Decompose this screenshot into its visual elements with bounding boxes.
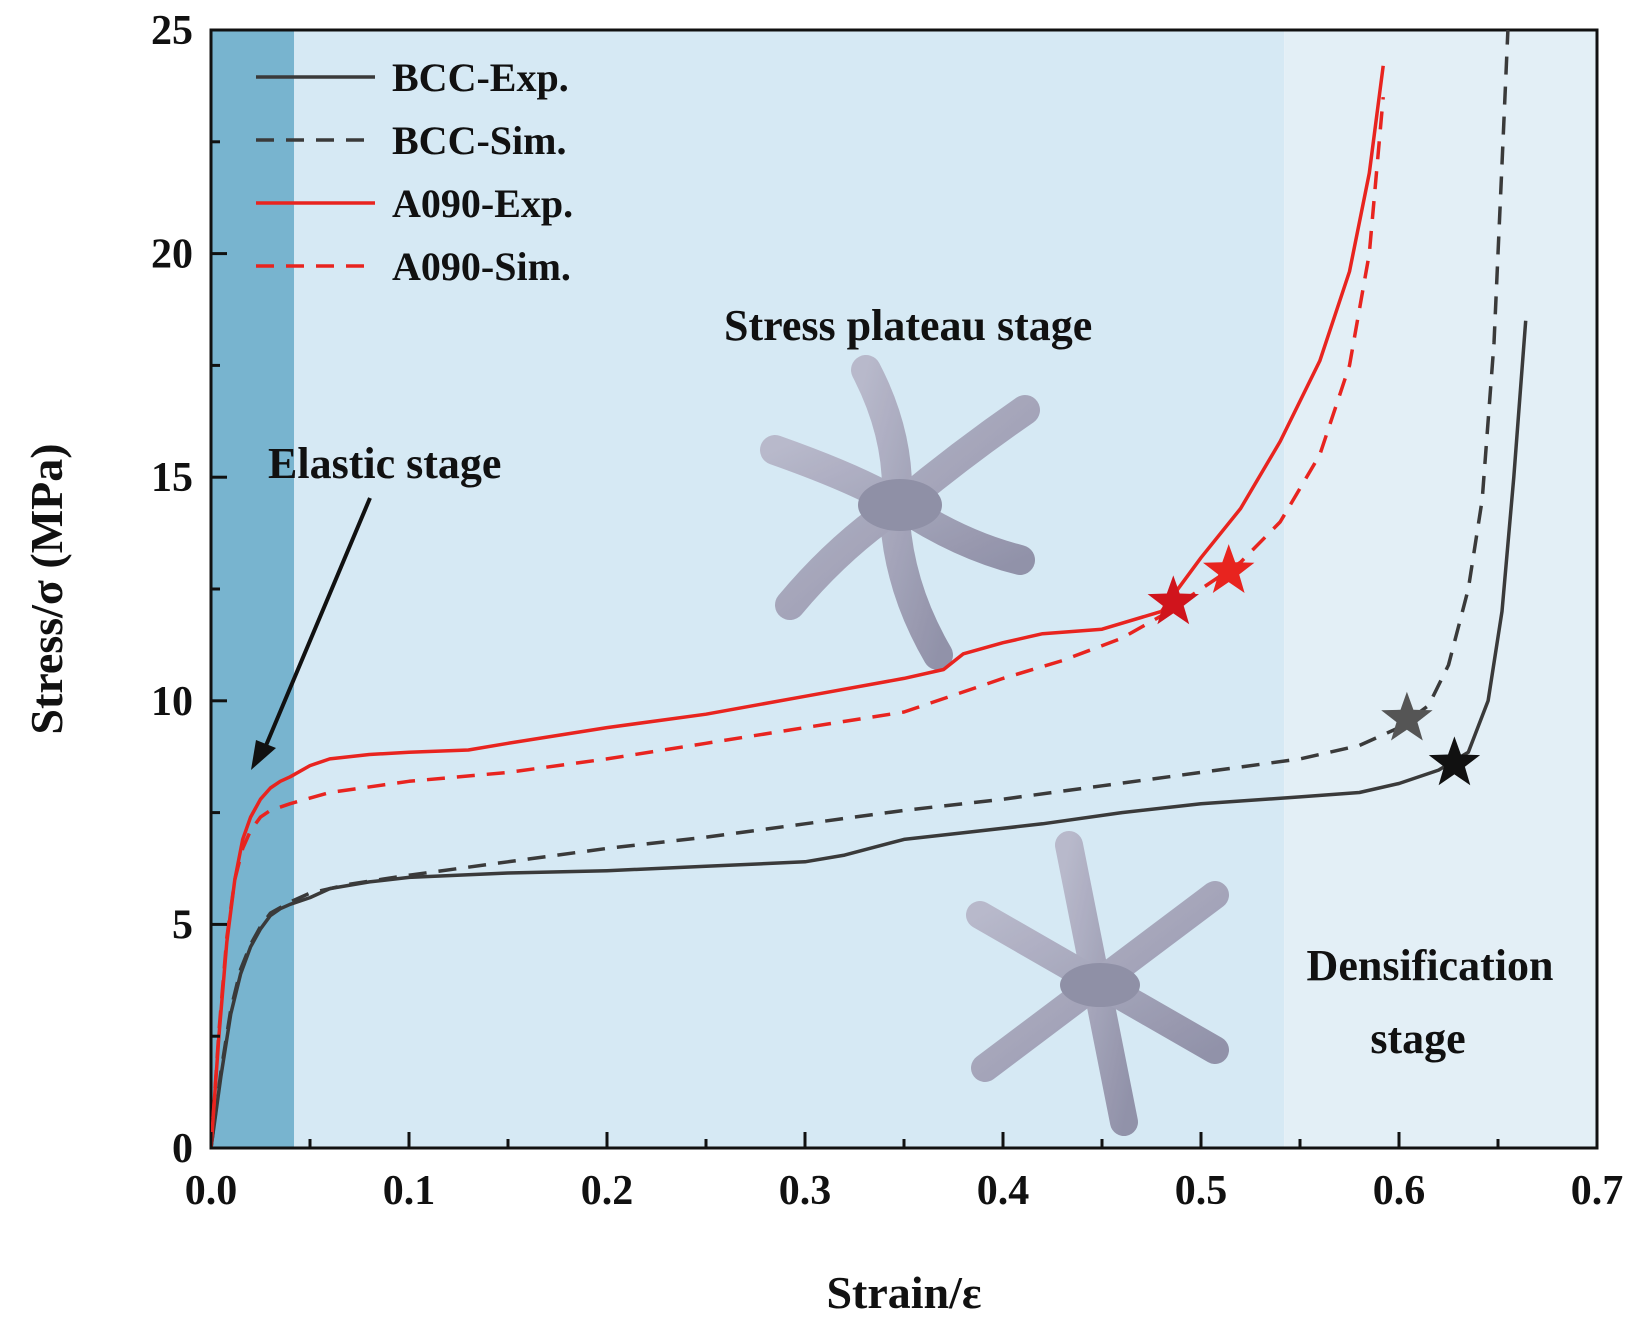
y-tick-label: 5 — [172, 902, 193, 948]
densification-stage-label-line1: Densification — [1307, 941, 1554, 990]
x-tick-label: 0.0 — [185, 1168, 238, 1214]
elastic-stage-arrow — [260, 497, 372, 756]
x-tick-label: 0.3 — [779, 1168, 832, 1214]
x-tick-label: 0.1 — [383, 1168, 436, 1214]
elastic-stage-label: Elastic stage — [268, 439, 501, 488]
star-marker-a090-exp — [1147, 575, 1199, 625]
y-tick-label: 10 — [151, 679, 193, 725]
x-tick-label: 0.4 — [977, 1168, 1030, 1214]
x-tick-label: 0.7 — [1571, 1168, 1624, 1214]
legend-label: A090-Sim. — [392, 244, 571, 289]
y-tick-label: 25 — [151, 8, 193, 54]
legend-label: BCC-Exp. — [392, 55, 569, 100]
densification-stage-label-line2: stage — [1370, 1014, 1465, 1063]
x-tick-label: 0.2 — [581, 1168, 634, 1214]
series-line-a090-exp — [211, 65, 1385, 1148]
axis-ticks: 0.0 0.1 0.2 0.3 0.4 0.5 0.6 0.7 0 5 10 15 20 25 — [151, 8, 1623, 1214]
series-line-a090-sim — [211, 96, 1385, 1148]
bcc-unit-cell-illustration — [966, 831, 1229, 1136]
series-line-bcc-exp — [211, 320, 1528, 1148]
elastic-stage-arrowhead — [251, 740, 276, 770]
series-lines — [211, 30, 1528, 1148]
x-tick-label: 0.6 — [1373, 1168, 1426, 1214]
y-tick-label: 0 — [172, 1126, 193, 1172]
stage-band-densification — [1284, 30, 1597, 1148]
star-marker-bcc-sim — [1381, 691, 1433, 741]
star-marker-a090-sim — [1203, 544, 1255, 593]
legend: BCC-Exp. BCC-Sim. A090-Exp. A090-Sim. — [256, 55, 573, 289]
star-marker-bcc-exp — [1428, 736, 1481, 786]
series-line-bcc-sim — [211, 30, 1510, 1148]
y-tick-label: 15 — [151, 455, 193, 501]
a090-unit-cell-illustration — [760, 355, 1040, 670]
plateau-stage-label: Stress plateau stage — [724, 301, 1092, 350]
densification-markers — [1147, 544, 1481, 786]
y-axis-title: Stress/σ (MPa) — [21, 443, 72, 734]
x-tick-label: 0.5 — [1175, 1168, 1228, 1214]
x-axis-title: Strain/ε — [826, 1267, 981, 1318]
legend-label: A090-Exp. — [392, 181, 573, 226]
y-tick-label: 20 — [151, 232, 193, 278]
legend-label: BCC-Sim. — [392, 118, 566, 163]
